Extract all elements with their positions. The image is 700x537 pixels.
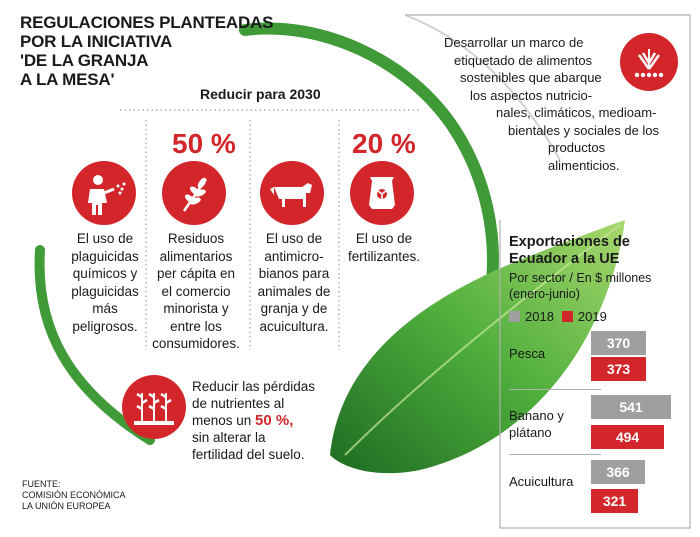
text-line: El uso de	[355, 231, 413, 246]
text-line: alimentarios	[159, 248, 233, 264]
text-line: Exportaciones de	[509, 234, 630, 250]
main-title: REGULACIONES PLANTEADAS POR LA INICIATIV…	[20, 13, 273, 89]
text-line: FUENTE:	[22, 479, 61, 489]
item-pesticides: El uso de plaguicidas químicos y plaguic…	[40, 230, 170, 335]
text-line: nales, climáticos, medioam-	[496, 105, 657, 120]
item-fertilizers: El uso de fertilizantes.	[338, 230, 430, 265]
item-food-waste: Residuos alimentarios per cápita en el c…	[140, 230, 252, 353]
text-line: (enero-junio)	[509, 287, 580, 301]
chart-subtitle: Por sector / En $ millones (enero-junio)	[509, 270, 651, 302]
text-line: antimicro-	[264, 248, 324, 264]
text-line: Banano y	[509, 408, 564, 423]
text-line: sin alterar la	[192, 430, 266, 445]
chart-panel-border	[405, 14, 691, 529]
goal-heading: Reducir para 2030	[200, 86, 321, 102]
text-line: entre los	[170, 318, 222, 334]
top-right-arc	[404, 14, 561, 161]
text-line: bianos para	[258, 266, 330, 281]
text-line: de nutrientes al	[192, 396, 285, 411]
text-line: acuicultura.	[259, 318, 329, 334]
text-line: Ecuador a la UE	[509, 251, 620, 267]
title-line: 'DE LA GRANJA	[20, 51, 149, 70]
text-line: más	[92, 301, 118, 316]
text-line: los aspectos nutricio-	[470, 87, 593, 103]
bar-banano-2019: 494	[591, 425, 664, 449]
category-separator	[509, 389, 601, 390]
source-note: FUENTE: COMISIÓN ECONÓMICA LA UNIÓN EURO…	[22, 479, 126, 512]
text-line: plaguicidas	[71, 283, 139, 299]
bar-banano-2018: 541	[591, 395, 671, 419]
bar-pesca-2019: 373	[591, 357, 646, 381]
text-line: minorista y	[163, 301, 229, 316]
wheat-logo-icon	[620, 33, 678, 91]
text-line: fertilidad del suelo.	[192, 447, 305, 462]
text-line: etiquetado de alimentos	[454, 52, 593, 68]
category-label-banano: Banano y plátano	[509, 407, 564, 441]
fertilizer-bag-icon	[350, 161, 414, 225]
text-line: Pesca	[509, 346, 546, 361]
chart-legend: 2018 2019	[509, 309, 607, 324]
crops-icon	[122, 375, 186, 439]
bar-acuicultura-2019: 321	[591, 489, 638, 513]
text-line: El uso de	[265, 231, 323, 246]
item-antimicrobials: El uso de antimicro- bianos para animale…	[246, 230, 342, 335]
text-line: plátano	[509, 425, 552, 440]
text-line: consumidores.	[152, 336, 240, 351]
text-line: Desarrollar un marco de	[444, 35, 584, 50]
sprayer-person-icon	[72, 161, 136, 225]
text-line: el comercio	[161, 283, 231, 299]
cow-icon	[260, 161, 324, 225]
leaf-vein	[344, 224, 621, 456]
title-line: A LA MESA'	[20, 70, 115, 89]
text-line: Por sector / En $ millones	[509, 271, 652, 285]
chart-title: Exportaciones de Ecuador a la UE	[509, 234, 630, 268]
text-line: Acuicultura	[509, 474, 574, 489]
title-line: REGULACIONES PLANTEADAS	[20, 13, 274, 32]
text-line: Reducir las pérdidas	[192, 379, 316, 394]
green-arc-left	[34, 245, 155, 445]
legend-swatch-2018	[509, 311, 520, 322]
text-line: bientales y sociales de los	[508, 122, 660, 138]
text-fragment: menos un	[192, 413, 256, 428]
text-line: COMISIÓN ECONÓMICA	[22, 490, 126, 500]
text-line: LA UNIÓN EUROPEA	[22, 501, 111, 511]
legend-swatch-2019	[561, 311, 573, 322]
title-line: POR LA INICIATIVA	[20, 32, 173, 51]
text-line: productos alimenticios.	[548, 140, 620, 173]
text-line: granja y de	[260, 301, 328, 316]
bar-acuicultura-2018: 366	[591, 460, 645, 484]
legend-label-2019: 2019	[577, 309, 607, 324]
percent-50: 50 %	[172, 128, 236, 159]
text-line: Residuos	[167, 231, 225, 246]
category-separator	[509, 454, 601, 455]
text-line: animales de	[257, 283, 331, 299]
text-line: plaguicidas	[71, 248, 139, 264]
category-label-acuicultura: Acuicultura	[509, 474, 573, 490]
text-line: peligrosos.	[72, 318, 138, 334]
text-line: químicos y	[72, 266, 138, 281]
text-line: fertilizantes.	[347, 248, 421, 264]
text-line: El uso de	[76, 231, 134, 246]
text-line: sostenibles que abarque	[460, 70, 602, 85]
category-label-pesca: Pesca	[509, 346, 545, 362]
bar-pesca-2018: 370	[591, 331, 646, 355]
nutrient-text: Reducir las pérdidas de nutrientes al me…	[192, 378, 315, 463]
legend-label-2018: 2018	[525, 309, 554, 324]
highlight-50-percent: 50 %,	[255, 412, 294, 429]
wheat-icon	[162, 161, 226, 225]
text-line: menos un 50 %,	[192, 412, 315, 429]
leaf-shape	[330, 220, 625, 474]
labeling-text: Desarrollar un marco de etiquetado de al…	[430, 34, 672, 174]
text-line: per cápita en	[156, 266, 236, 281]
percent-20: 20 %	[352, 128, 416, 159]
